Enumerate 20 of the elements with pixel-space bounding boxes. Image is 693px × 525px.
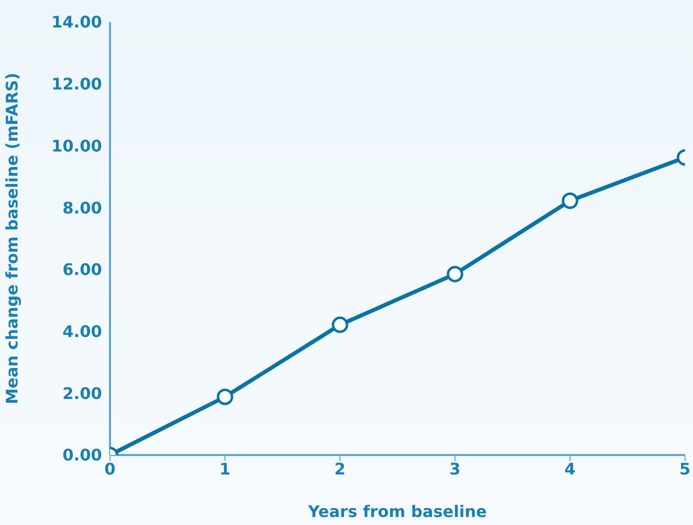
y-tick-label: 12.00 bbox=[51, 74, 102, 94]
y-tick-label: 14.00 bbox=[51, 12, 102, 32]
point bbox=[562, 192, 578, 210]
y-axis-title: Mean change from baseline (mFARS) bbox=[2, 72, 22, 404]
x-tick-label: 3 bbox=[449, 459, 461, 478]
y-tick-label: 10.00 bbox=[51, 136, 102, 156]
point bbox=[446, 266, 464, 282]
x-tick-label: 1 bbox=[219, 459, 231, 478]
x-tick-label: 0 bbox=[104, 459, 116, 478]
point bbox=[332, 316, 348, 334]
y-tick-label: 0.00 bbox=[62, 446, 102, 465]
x-axis-title: Years from baseline bbox=[307, 502, 487, 521]
x-tick-label: 2 bbox=[334, 459, 346, 478]
point bbox=[216, 388, 234, 406]
y-tick-label: 4.00 bbox=[62, 322, 102, 341]
y-tick-label: 6.00 bbox=[62, 260, 102, 280]
y-tick-label: 8.00 bbox=[62, 198, 102, 218]
y-tick-label: 2.00 bbox=[62, 384, 102, 403]
x-tick-label: 5 bbox=[679, 459, 691, 478]
x-tick-label: 4 bbox=[564, 459, 576, 478]
